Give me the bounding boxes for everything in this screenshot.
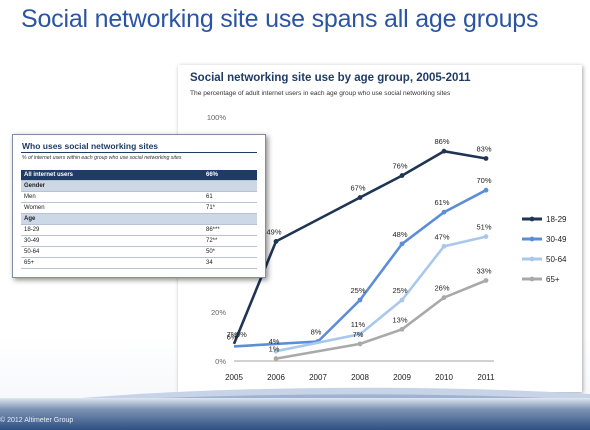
table-row-label: Women xyxy=(24,205,45,211)
data-point-18-29 xyxy=(357,195,363,200)
table-row: Gender xyxy=(21,181,257,192)
table-row-label: Age xyxy=(24,216,36,222)
table-row-label: 65+ xyxy=(24,260,35,266)
table-row: Age xyxy=(21,214,257,225)
table-row: Women 71* xyxy=(21,203,257,214)
data-point-18-29 xyxy=(273,239,279,244)
slide-title: Social networking site use spans all age… xyxy=(21,5,539,33)
data-point-50-64 xyxy=(357,331,363,337)
data-label: 48% xyxy=(392,230,407,239)
data-label: 61% xyxy=(434,198,449,207)
legend-label: 65+ xyxy=(546,275,560,284)
table-row-value: 72** xyxy=(206,238,218,244)
data-point-30-49 xyxy=(441,209,447,215)
table-rule xyxy=(21,152,257,153)
data-label: 33% xyxy=(476,266,491,275)
y-tick-label: 100% xyxy=(207,113,227,122)
data-point-30-49 xyxy=(399,241,405,247)
series-line-30-49 xyxy=(233,189,487,348)
table-row: 18-29 86*** xyxy=(21,225,257,236)
legend-label: 30-49 xyxy=(546,235,567,244)
table-row-value: 66% xyxy=(206,172,219,178)
x-tick-label: 2005 xyxy=(225,373,243,382)
data-label: 67% xyxy=(350,184,365,193)
table-row-label: 30-49 xyxy=(24,238,40,244)
table-row-value: 34 xyxy=(206,260,213,266)
data-point-65+ xyxy=(441,295,447,300)
table-row-label: Men xyxy=(24,194,36,200)
data-point-50-64 xyxy=(441,243,447,249)
table-row-value: 61 xyxy=(206,194,213,200)
data-label: 76% xyxy=(392,162,407,171)
table-row-label: 50-64 xyxy=(24,249,40,255)
legend-marker-65+ xyxy=(529,276,535,282)
series-line-18-29 xyxy=(232,149,487,345)
extra-data-label: 9% xyxy=(236,330,247,339)
x-tick-label: 2006 xyxy=(267,373,285,382)
legend-marker-18-29 xyxy=(529,216,535,222)
table-row: 50-64 50* xyxy=(21,247,257,258)
data-label: 4% xyxy=(269,337,280,346)
data-label: 1% xyxy=(269,345,280,354)
data-label: 25% xyxy=(350,286,365,295)
table-row-value: 50* xyxy=(206,249,216,255)
data-point-65+ xyxy=(483,278,489,283)
legend-marker-30-49 xyxy=(529,236,535,242)
chart-title: Social networking site use by age group,… xyxy=(190,72,471,84)
footer-band xyxy=(0,398,590,430)
data-label: 7% xyxy=(353,330,364,339)
data-point-65+ xyxy=(399,326,405,332)
data-label: 13% xyxy=(392,315,407,324)
table-row: 65+ 34 xyxy=(21,258,257,269)
data-label: 70% xyxy=(476,176,491,185)
data-label: 47% xyxy=(434,232,449,241)
legend-marker-50-64 xyxy=(529,256,535,262)
data-point-18-29 xyxy=(399,173,405,178)
table-row-label: Gender xyxy=(24,183,46,189)
data-label: 11% xyxy=(351,320,366,329)
table-row-label: 18-29 xyxy=(24,227,40,233)
x-tick-label: 2008 xyxy=(351,373,369,382)
copyright-text: © 2012 Altimeter Group xyxy=(0,417,74,424)
x-tick-label: 2007 xyxy=(309,373,327,382)
data-point-18-29 xyxy=(483,156,489,161)
legend-label: 18-29 xyxy=(546,215,567,224)
data-label: 7% xyxy=(227,330,238,339)
y-tick-label: 20% xyxy=(211,308,226,317)
table-row-label: All internet users xyxy=(24,172,74,178)
table-subtitle: % of internet users within each group wh… xyxy=(22,155,182,161)
x-tick-label: 2011 xyxy=(477,373,495,382)
data-label: 86% xyxy=(434,137,449,146)
social-networking-table: Who uses social networking sites % of in… xyxy=(12,134,266,278)
table-row: Men 61 xyxy=(21,192,257,203)
table-title: Who uses social networking sites xyxy=(22,141,159,151)
table-row: 30-49 72** xyxy=(21,236,257,247)
data-point-30-49 xyxy=(357,297,363,303)
data-label: 25% xyxy=(392,286,407,295)
data-point-65+ xyxy=(273,356,279,361)
data-label: 6% xyxy=(227,332,238,341)
data-label: 83% xyxy=(476,144,491,153)
series-line-65+ xyxy=(275,279,487,360)
data-point-50-64 xyxy=(483,234,489,239)
data-point-30-49 xyxy=(483,187,489,193)
data-point-18-29 xyxy=(441,148,447,154)
table-row-value: 71* xyxy=(206,205,216,211)
table-row: All internet users 66% xyxy=(21,170,257,181)
data-label: 51% xyxy=(476,223,491,232)
data-point-65+ xyxy=(357,341,363,347)
data-point-50-64 xyxy=(273,348,279,354)
data-label: 49% xyxy=(266,227,281,236)
legend-label: 50-64 xyxy=(546,255,567,264)
x-tick-label: 2010 xyxy=(435,373,453,382)
data-point-50-64 xyxy=(399,297,405,303)
chart-subtitle: The percentage of adult internet users i… xyxy=(190,90,451,97)
y-tick-label: 0% xyxy=(215,357,226,366)
data-label: 26% xyxy=(434,284,449,293)
x-tick-label: 2009 xyxy=(393,373,411,382)
data-label: 8% xyxy=(311,327,322,336)
table-row-value: 86*** xyxy=(206,227,220,233)
chart-svg: Social networking site use by age group,… xyxy=(190,72,567,382)
